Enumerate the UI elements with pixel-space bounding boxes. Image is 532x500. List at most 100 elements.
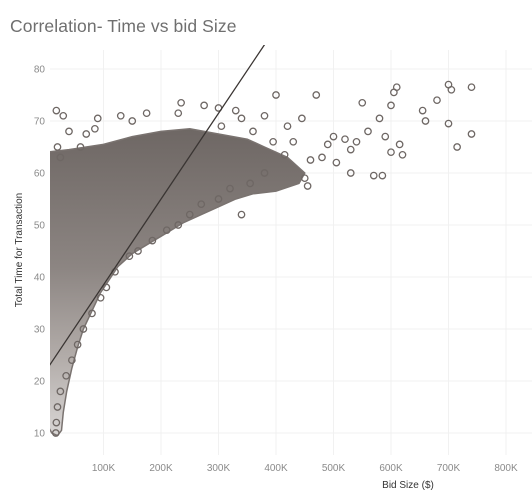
x-axis-label: Bid Size ($) [382, 480, 434, 491]
data-point [96, 293, 105, 302]
data-point [312, 91, 321, 99]
x-axis-ticks: 100K 200K 300K 400K 500K 600K 700K 800K [92, 463, 518, 474]
data-point [323, 140, 332, 149]
data-point [364, 127, 372, 136]
y-axis-ticks: 10 20 30 40 50 60 70 80 [34, 65, 46, 440]
data-point [73, 340, 82, 349]
y-tick-label: 50 [34, 221, 46, 232]
data-point [148, 236, 157, 245]
data-point [453, 143, 461, 151]
data-point [200, 101, 208, 110]
data-point [52, 106, 61, 115]
data-point [395, 140, 404, 149]
data-point [52, 418, 61, 427]
point-cloud-area [50, 128, 306, 437]
data-point [76, 143, 85, 151]
x-tick-label: 300K [207, 463, 231, 474]
dense-point-cloud [50, 128, 306, 437]
data-point [269, 137, 277, 146]
data-point [116, 111, 125, 120]
data-point [231, 106, 240, 115]
data-point [68, 356, 76, 365]
x-tick-label: 800K [494, 463, 518, 474]
data-point [237, 114, 246, 123]
data-point [306, 156, 315, 164]
data-point [318, 153, 326, 162]
data-point [341, 135, 349, 144]
data-point [134, 247, 142, 255]
data-point [298, 114, 306, 123]
y-tick-label: 30 [34, 325, 46, 336]
data-point [125, 252, 134, 261]
data-point [346, 169, 355, 177]
data-point [79, 325, 88, 333]
data-point [303, 182, 312, 190]
x-tick-label: 200K [149, 463, 173, 474]
data-point [352, 137, 361, 146]
data-point [381, 132, 390, 141]
data-point [91, 124, 99, 133]
y-tick-label: 20 [34, 377, 46, 388]
data-point [53, 143, 62, 151]
data-point [447, 85, 456, 94]
data-point [387, 148, 395, 157]
data-point [398, 150, 407, 159]
data-point [93, 114, 102, 123]
chart-title: Correlation- Time vs bid Size [10, 16, 237, 36]
data-point [418, 106, 427, 115]
data-point [162, 226, 171, 235]
y-tick-label: 80 [34, 65, 46, 76]
data-point [88, 309, 96, 318]
data-point [62, 371, 70, 380]
data-point [289, 137, 298, 146]
x-tick-label: 600K [379, 463, 403, 474]
data-point [249, 127, 257, 136]
data-point [467, 130, 476, 138]
data-point [260, 111, 269, 120]
y-tick-label: 40 [34, 273, 46, 284]
x-tick-label: 500K [322, 463, 346, 474]
data-point [387, 101, 395, 110]
data-point [375, 114, 384, 123]
data-point [358, 98, 367, 107]
data-point [174, 109, 183, 118]
data-point [237, 210, 246, 219]
data-point [390, 88, 398, 97]
data-point [177, 98, 185, 107]
data-point [467, 83, 476, 92]
data-point [217, 122, 226, 131]
data-point [260, 169, 269, 177]
data-point [444, 119, 453, 128]
data-point [197, 200, 206, 209]
data-point [174, 221, 183, 229]
data-point [82, 130, 91, 138]
trend-line [50, 45, 266, 366]
data-point [433, 96, 441, 105]
data-point [329, 132, 338, 141]
y-tick-label: 10 [34, 429, 46, 440]
data-point [56, 387, 65, 396]
data-point [369, 171, 378, 180]
data-point [378, 171, 387, 180]
scatter-points [51, 80, 476, 437]
x-tick-label: 400K [264, 463, 288, 474]
data-point [283, 122, 292, 131]
data-point [65, 127, 73, 136]
data-point [226, 184, 234, 193]
data-point [102, 283, 111, 292]
y-axis-label: Total Time for Transaction [14, 193, 25, 308]
y-tick-label: 60 [34, 169, 46, 180]
data-point [280, 150, 289, 159]
data-point [56, 153, 65, 162]
x-tick-label: 100K [92, 463, 116, 474]
data-point [53, 403, 62, 411]
data-point [59, 111, 68, 120]
x-tick-label: 700K [437, 463, 461, 474]
data-point [51, 429, 60, 437]
data-point [332, 158, 341, 167]
data-point [300, 174, 309, 183]
data-point [272, 91, 280, 99]
data-point [142, 109, 151, 118]
y-tick-label: 70 [34, 117, 46, 128]
